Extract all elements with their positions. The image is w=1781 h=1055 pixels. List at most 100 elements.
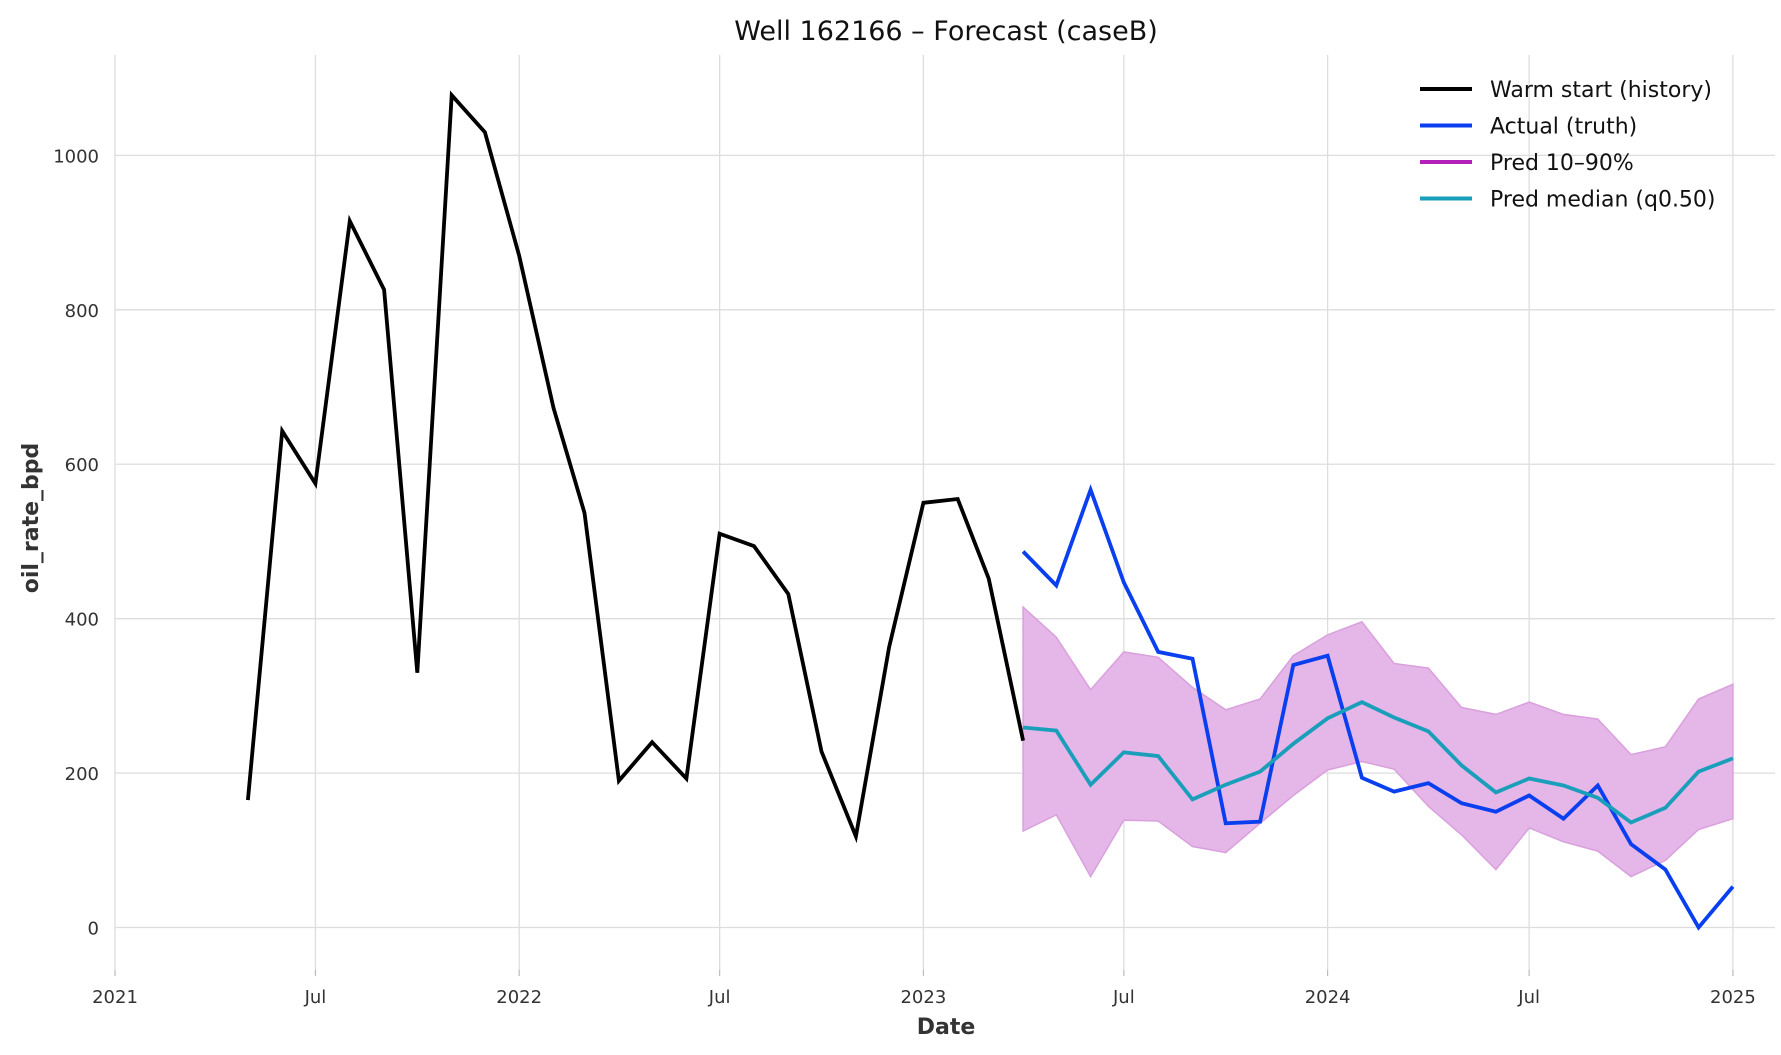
y-tick-label: 400 [65,610,99,631]
data-point-warm-start-history [483,130,487,134]
series-layer [246,90,1735,931]
data-point-pred-median-q0-50 [1697,770,1701,774]
data-point-warm-start-history [752,544,756,548]
y-tick-label: 200 [65,764,99,785]
data-point-actual-truth [1562,817,1566,821]
data-point-actual-truth [1527,794,1531,798]
data-point-warm-start-history [415,671,419,675]
data-point-warm-start-history [617,779,621,783]
data-point-pred-median-q0-50 [1326,716,1330,720]
x-tick-label: Jul [708,987,731,1008]
y-axis-ticks: 0 200 400 600 800 1000 [53,146,99,939]
prediction-band-10-90 [1022,605,1734,879]
data-point-warm-start-history [987,577,991,581]
data-point-warm-start-history [956,497,960,501]
y-tick-label: 600 [65,455,99,476]
data-point-actual-truth [1360,776,1364,780]
data-point-pred-median-q0-50 [1089,783,1093,787]
data-point-warm-start-history [887,645,891,649]
data-point-warm-start-history [854,834,858,838]
data-point-actual-truth [1426,781,1430,785]
data-point-pred-median-q0-50 [1663,806,1667,810]
y-axis-label: oil_rate_bpd [19,443,44,594]
y-tick-label: 800 [65,301,99,322]
data-point-warm-start-history [684,777,688,781]
data-point-warm-start-history [450,93,454,97]
x-tick-label: Jul [304,987,327,1008]
data-point-warm-start-history [718,532,722,536]
data-point-actual-truth [1392,790,1396,794]
data-point-actual-truth [1122,580,1126,584]
x-tick-label: Jul [1517,987,1540,1008]
data-point-warm-start-history [786,592,790,596]
legend-label-pred-median-q0-50: Pred median (q0.50) [1490,188,1716,213]
legend-label-actual-truth: Actual (truth) [1490,115,1637,140]
series-line-warm-start-history [246,90,1025,844]
data-point-actual-truth [1054,584,1058,588]
data-point-warm-start-history [552,406,556,410]
data-point-pred-median-q0-50 [1731,756,1735,760]
data-point-actual-truth [1460,801,1464,805]
data-point-actual-truth [1021,550,1025,554]
x-tick-label: 2023 [900,987,946,1008]
series-line-actual-truth [1021,484,1735,931]
legend-label-warm-start-history: Warm start (history) [1490,78,1712,103]
data-point-warm-start-history [348,219,352,223]
data-point-warm-start-history [820,750,824,754]
data-point-actual-truth [1156,650,1160,654]
data-point-pred-median-q0-50 [1426,729,1430,733]
data-point-warm-start-history [1021,739,1025,743]
data-point-actual-truth [1697,926,1701,930]
x-tick-label: 2022 [496,987,542,1008]
data-point-warm-start-history [650,740,654,744]
prediction-band-layer [1022,605,1734,879]
x-tick-label: 2025 [1710,987,1756,1008]
data-point-actual-truth [1629,842,1633,846]
data-point-warm-start-history [583,511,587,515]
data-point-pred-median-q0-50 [1021,726,1025,730]
x-tick-label: 2021 [92,987,138,1008]
data-point-pred-median-q0-50 [1156,754,1160,758]
data-point-actual-truth [1191,657,1195,661]
data-point-pred-median-q0-50 [1054,729,1058,733]
x-axis-label: Date [917,1015,976,1040]
data-point-warm-start-history [313,482,317,486]
x-axis-ticks: 2021 Jul 2022 Jul 2023 Jul 2024 Jul 2025 [92,987,1756,1008]
data-point-actual-truth [1224,821,1228,825]
legend: Warm start (history) Actual (truth) Pred 1… [1420,78,1716,213]
data-point-pred-median-q0-50 [1224,783,1228,787]
data-point-actual-truth [1731,885,1735,889]
data-point-actual-truth [1494,810,1498,814]
data-point-warm-start-history [280,429,284,433]
data-point-warm-start-history [382,288,386,292]
data-point-actual-truth [1258,820,1262,824]
data-point-pred-median-q0-50 [1191,797,1195,801]
data-point-pred-median-q0-50 [1629,821,1633,825]
series-line-pred-median-q0-50 [1022,699,1734,825]
data-point-warm-start-history [921,501,925,505]
x-tick-label: Jul [1112,987,1135,1008]
data-point-actual-truth [1663,868,1667,872]
data-point-actual-truth [1326,654,1330,658]
chart-title: Well 162166 – Forecast (caseB) [734,16,1158,47]
data-point-warm-start-history [517,254,521,258]
legend-label-pred-10-90: Pred 10–90% [1490,151,1634,176]
y-tick-label: 0 [88,919,99,940]
data-point-pred-median-q0-50 [1392,716,1396,720]
data-point-warm-start-history [246,798,250,802]
data-point-pred-median-q0-50 [1258,770,1262,774]
data-point-pred-median-q0-50 [1596,796,1600,800]
data-point-actual-truth [1596,784,1600,788]
data-point-pred-median-q0-50 [1360,700,1364,704]
data-point-pred-median-q0-50 [1527,777,1531,781]
data-point-pred-median-q0-50 [1562,784,1566,788]
data-point-pred-median-q0-50 [1494,790,1498,794]
data-point-actual-truth [1291,663,1295,667]
y-tick-label: 1000 [53,146,99,167]
data-point-pred-median-q0-50 [1291,742,1295,746]
x-tick-label: 2024 [1305,987,1351,1008]
data-point-pred-median-q0-50 [1122,750,1126,754]
data-point-actual-truth [1089,488,1093,492]
data-point-pred-median-q0-50 [1460,763,1464,767]
